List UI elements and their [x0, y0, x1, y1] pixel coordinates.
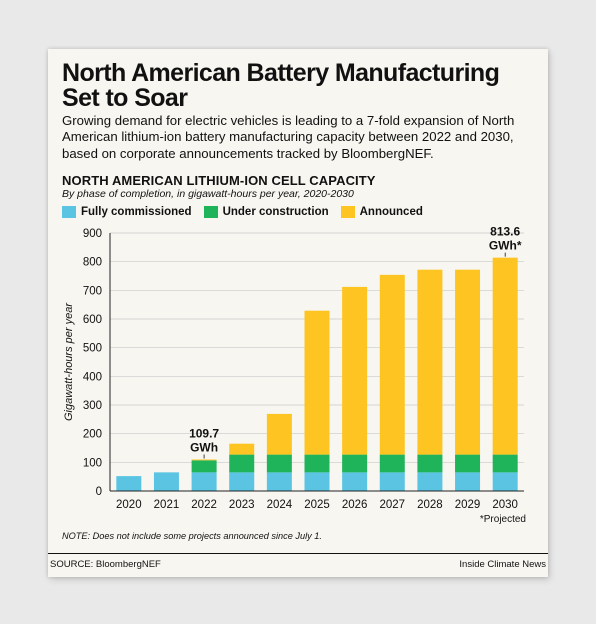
annotation-label: GWh* [489, 239, 522, 253]
chart-title: NORTH AMERICAN LITHIUM-ION CELL CAPACITY [62, 173, 376, 188]
y-tick-label: 800 [83, 257, 102, 269]
bar-2023-fully-commissioned [229, 472, 255, 491]
x-tick-label: 2024 [267, 499, 293, 511]
bar-2025-fully-commissioned [304, 472, 330, 491]
bar-2023-under-construction [229, 454, 255, 473]
y-axis-title: Gigawatt-hours per year [63, 302, 75, 421]
legend-swatch-fully-commissioned [62, 206, 76, 218]
chart-legend: Fully commissioned Under construction An… [62, 206, 435, 218]
legend-label-under-construction: Under construction [222, 206, 329, 218]
bar-2023-announced [229, 443, 255, 455]
bar-2026-fully-commissioned [342, 472, 368, 491]
bar-2021-fully-commissioned [153, 472, 179, 491]
x-tick-label: 2020 [116, 499, 142, 511]
y-tick-label: 0 [96, 486, 102, 498]
y-tick-label: 100 [83, 457, 102, 469]
bar-2028-fully-commissioned [417, 472, 443, 491]
x-tick-label: 2029 [455, 499, 481, 511]
legend-swatch-announced [340, 206, 355, 218]
bar-2027-fully-commissioned [379, 472, 405, 491]
bar-2024-under-construction [266, 454, 292, 473]
bar-2020-fully-commissioned [116, 476, 142, 491]
bar-2026-announced [342, 286, 368, 455]
y-tick-label: 400 [83, 371, 102, 383]
y-tick-label: 300 [83, 400, 102, 412]
x-tick-label: 2021 [154, 499, 180, 511]
bar-2029-fully-commissioned [455, 472, 481, 491]
legend-item-fully-commissioned: Fully commissioned [62, 206, 192, 218]
bar-2025-under-construction [304, 454, 330, 473]
annotation-label: 813.6 [490, 225, 520, 239]
x-tick-label: 2028 [417, 499, 443, 511]
bar-2022-fully-commissioned [191, 472, 217, 491]
bar-2028-under-construction [417, 454, 443, 473]
bar-2022-announced [191, 459, 217, 461]
bar-2027-announced [379, 274, 405, 455]
x-tick-label: 2026 [342, 499, 368, 511]
bar-2026-under-construction [342, 454, 368, 473]
y-tick-label: 700 [83, 285, 102, 297]
bar-2029-under-construction [455, 454, 481, 473]
projected-footnote: *Projected [480, 514, 526, 525]
infographic-card: North American Battery Manufacturing Set… [48, 49, 548, 577]
bar-2029-announced [455, 269, 481, 455]
y-tick-label: 200 [83, 429, 102, 441]
credit-line: Inside Climate News [459, 559, 546, 570]
legend-label-announced: Announced [359, 206, 423, 218]
dek: Growing demand for electric vehicles is … [62, 113, 515, 161]
stacked-bar-chart: 0 100 200 300 400 500 600 700 800 900 Gigawatt-hou… [63, 225, 526, 525]
bar-2030-announced [492, 257, 518, 455]
bar-2024-announced [266, 413, 292, 455]
legend-item-announced: Announced [340, 206, 423, 218]
annotation-label: GWh [190, 440, 218, 454]
bar-2027-under-construction [379, 454, 405, 473]
headline: North American Battery Manufacturing Set… [62, 59, 500, 112]
x-tick-label: 2027 [379, 499, 405, 511]
bar-2022-under-construction [191, 460, 217, 473]
chart-subtitle: By phase of completion, in gigawatt-hour… [62, 188, 354, 200]
legend-item-under-construction: Under construction [203, 206, 329, 218]
x-tick-label: 2023 [229, 499, 255, 511]
bar-2030-under-construction [492, 454, 518, 473]
bar-2024-fully-commissioned [266, 472, 292, 491]
annotation-label: 109.7 [189, 426, 219, 440]
x-tick-label: 2022 [191, 499, 217, 511]
chart-note: NOTE: Does not include some projects ann… [62, 531, 322, 541]
footer-divider [48, 553, 548, 554]
y-tick-label: 500 [83, 343, 102, 355]
source-line: SOURCE: BloombergNEF [50, 559, 161, 570]
bar-2030-fully-commissioned [492, 472, 518, 491]
x-tick-label: 2030 [492, 499, 518, 511]
bar-2028-announced [417, 269, 443, 455]
y-tick-label: 600 [83, 314, 102, 326]
y-tick-label: 900 [83, 228, 102, 240]
x-tick-label: 2025 [304, 499, 330, 511]
legend-swatch-under-construction [203, 206, 218, 218]
legend-label-fully-commissioned: Fully commissioned [81, 206, 192, 218]
bar-2025-announced [304, 310, 330, 455]
